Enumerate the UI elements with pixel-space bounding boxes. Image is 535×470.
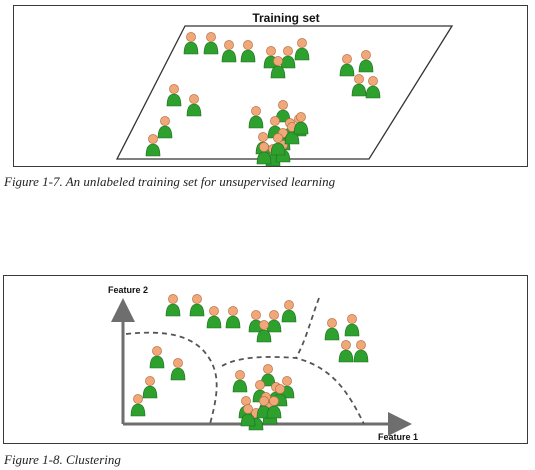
person-icon — [351, 74, 367, 97]
person-icon — [266, 310, 282, 333]
figure-1-7-panel: Training set — [13, 5, 528, 167]
person-icon — [248, 106, 264, 129]
person-icon — [149, 346, 165, 369]
person-icon — [183, 32, 199, 55]
person-icon — [365, 76, 381, 99]
person-icon — [157, 116, 173, 139]
person-icon — [266, 396, 282, 419]
training-set-title: Training set — [252, 11, 319, 25]
person-icon — [206, 306, 222, 329]
person-icon — [260, 364, 276, 387]
x-axis-label: Feature 1 — [378, 432, 418, 442]
figure-1-8-caption: Figure 1-8. Clustering — [4, 452, 121, 467]
person-icon — [232, 370, 248, 393]
person-icon — [280, 46, 296, 69]
person-icon — [225, 306, 241, 329]
y-axis-label: Feature 2 — [108, 285, 148, 295]
person-icon — [130, 394, 146, 417]
person-icon — [338, 340, 354, 363]
person-icon — [275, 100, 291, 123]
person-icon — [324, 318, 340, 341]
person-icon — [294, 38, 310, 61]
clustering-diagram: Feature 2 Feature 1 — [108, 285, 418, 442]
figure-1-7-caption: Figure 1-7. An unlabeled training set fo… — [4, 174, 336, 189]
person-icon — [353, 340, 369, 363]
person-icon — [270, 56, 286, 79]
person-icon — [142, 376, 158, 399]
person-icon — [165, 294, 181, 317]
person-icon — [170, 358, 186, 381]
cluster-boundary-top — [295, 297, 320, 359]
person-icon — [186, 94, 202, 117]
training-set-diagram: Training set — [115, 11, 454, 166]
person-icon — [203, 32, 219, 55]
person-icon — [281, 300, 297, 323]
cluster-boundary-left — [125, 331, 218, 425]
person-icon — [189, 294, 205, 317]
person-icon — [240, 40, 256, 63]
person-icon — [270, 133, 286, 156]
person-icon — [248, 310, 264, 333]
person-icon — [145, 134, 161, 157]
training-set-parallelogram — [115, 25, 454, 160]
person-icon — [240, 404, 256, 427]
person-icon — [166, 84, 182, 107]
figure-1-8-panel: Feature 2 Feature 1 — [3, 275, 528, 444]
person-icon — [221, 40, 237, 63]
person-icon — [339, 54, 355, 77]
people-group — [130, 294, 369, 431]
person-icon — [344, 314, 360, 337]
person-icon — [256, 320, 272, 343]
person-icon — [256, 142, 272, 165]
person-icon — [293, 112, 309, 135]
person-icon — [358, 50, 374, 73]
people-group — [145, 32, 381, 166]
